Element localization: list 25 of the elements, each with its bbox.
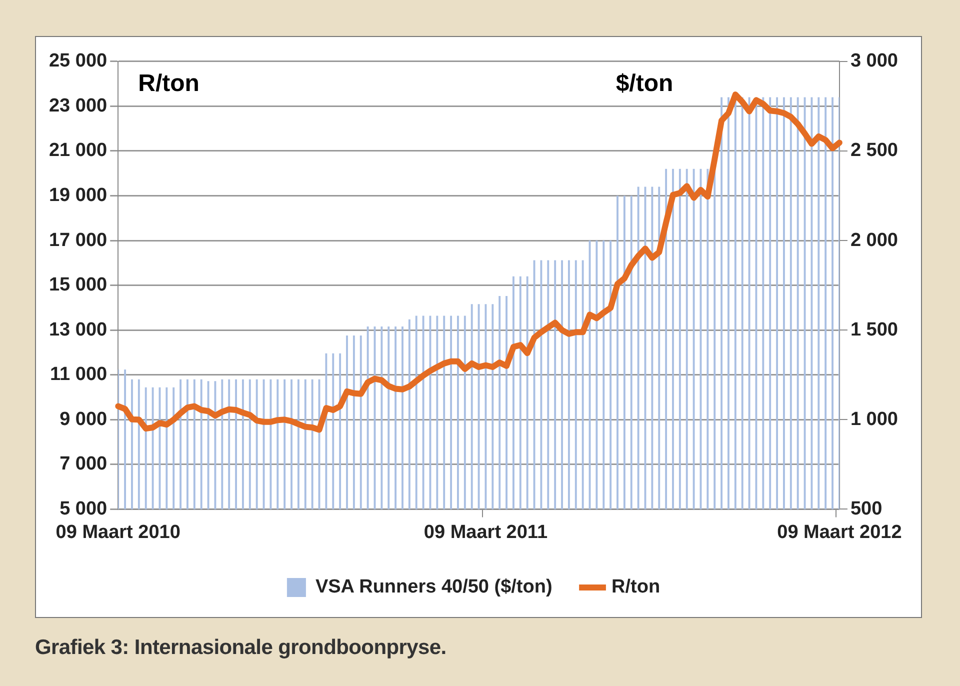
y2-tick-label: 1 500	[850, 319, 898, 340]
y-tick-label: 19 000	[48, 184, 108, 206]
y2-tick-label: 2 000	[850, 230, 898, 251]
y-tick-label: 25 000	[48, 50, 108, 72]
y2-tick-label: 500	[850, 498, 882, 520]
y-tick-label: 17 000	[48, 230, 108, 251]
y-tick-label: 5 000	[60, 498, 108, 520]
legend-label: R/ton	[612, 576, 660, 598]
x-tick-label: 09 Maart 2012	[777, 522, 902, 543]
y-tick-label: 21 000	[48, 140, 108, 162]
y2-tick-label: 1 000	[850, 408, 898, 430]
y2-tick-label: 2 500	[850, 140, 898, 162]
legend-label: VSA Runners 40/50 ($/ton)	[315, 576, 552, 598]
y2-tick-label: 3 000	[850, 50, 898, 72]
y-tick-label: 11 000	[50, 364, 108, 386]
y-tick-label: 13 000	[48, 319, 108, 340]
x-tick-label: 09 Maart 2011	[424, 522, 548, 543]
text: Grafiek 3: Internasionale grondboonpryse.	[35, 636, 446, 660]
y-tick-label: 15 000	[48, 274, 108, 296]
y-tick-label: 9 000	[60, 408, 108, 430]
y-axis-title: R/ton	[138, 70, 200, 98]
x-tick-label: 09 Maart 2010	[56, 522, 180, 543]
y-tick-label: 23 000	[48, 95, 108, 116]
y-tick-label: 7 000	[60, 454, 108, 475]
y2-axis-title: $/ton	[616, 70, 674, 98]
